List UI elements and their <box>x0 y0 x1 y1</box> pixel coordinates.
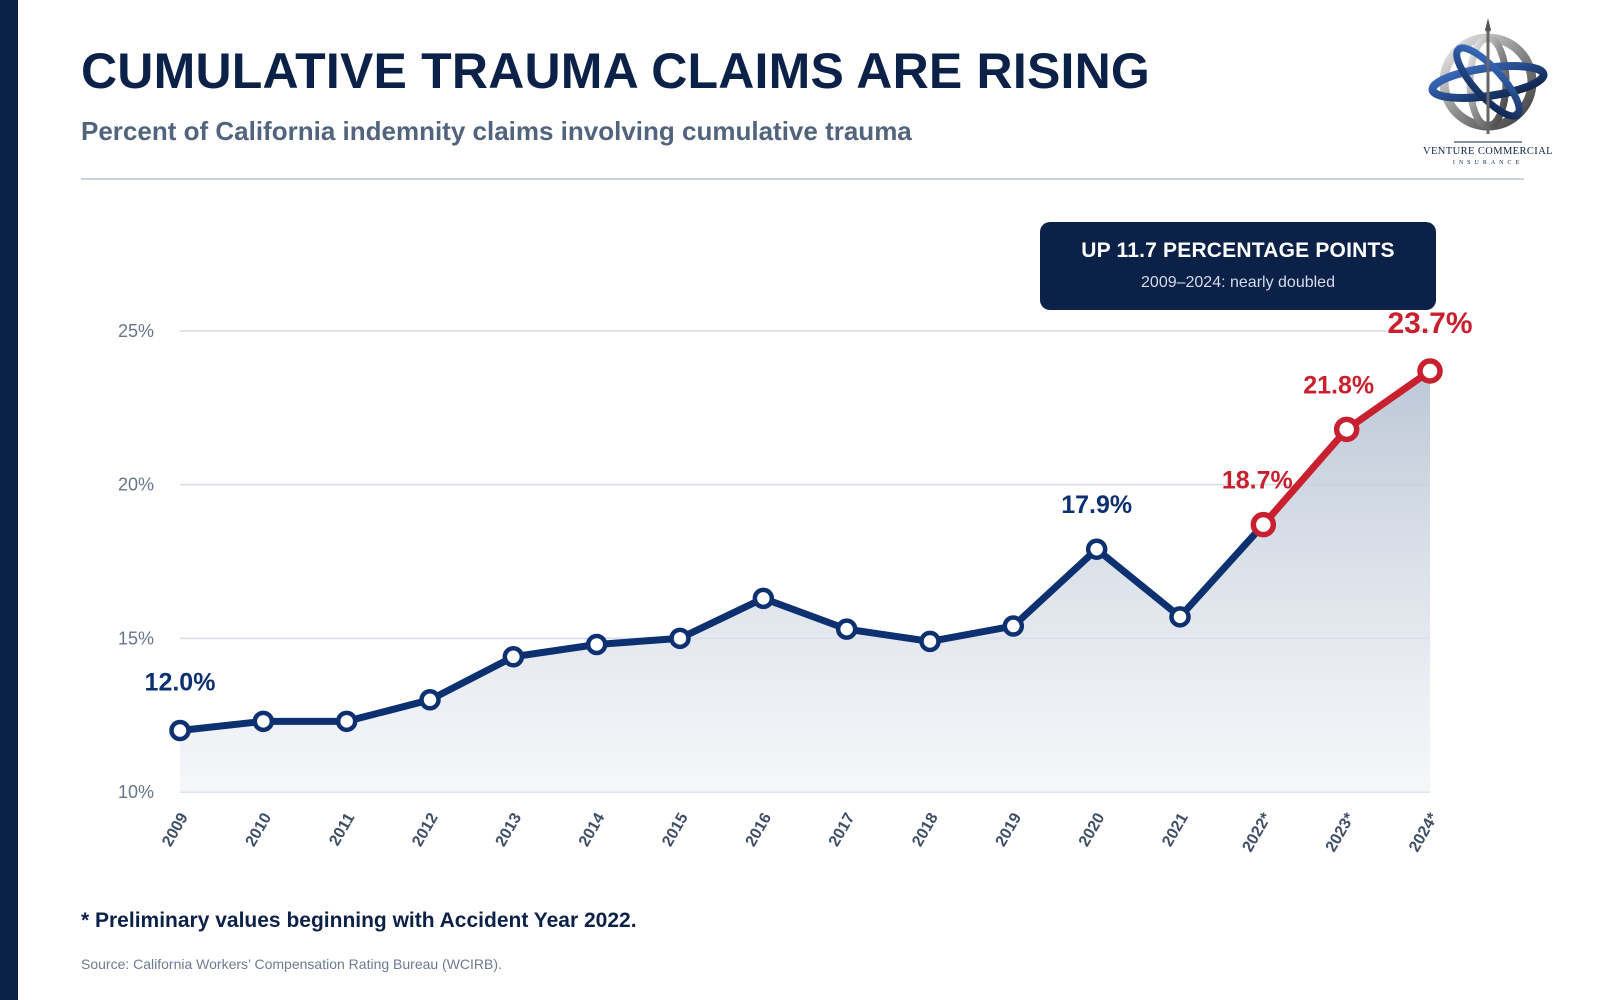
x-tick-label: 2024* <box>1406 810 1442 855</box>
data-point <box>585 633 608 656</box>
data-point <box>502 646 525 668</box>
x-tick-label: 2011 <box>326 810 358 849</box>
data-point <box>1333 416 1360 443</box>
left-accent-bar <box>0 0 18 1000</box>
header-divider <box>81 178 1524 180</box>
series-line-actual <box>176 521 1267 735</box>
data-point <box>419 689 441 711</box>
data-label: 18.7% <box>1222 467 1293 495</box>
x-tick-label: 2009 <box>159 810 192 849</box>
data-point <box>669 627 691 650</box>
page-title: CUMULATIVE TRAUMA CLAIMS ARE RISING <box>81 43 1150 99</box>
data-point <box>1002 615 1025 637</box>
x-tick-label: 2012 <box>409 810 442 849</box>
line-chart: 10% 15% 20% 25% 12.0% 17.9% 18.7% 21.8% 23.7% 2… <box>118 307 1473 855</box>
y-tick-label: 20% <box>118 475 154 495</box>
data-point <box>335 710 358 733</box>
x-tick-label: 2014 <box>576 810 609 849</box>
data-point <box>919 630 941 653</box>
x-tick-label: 2021 <box>1159 810 1192 849</box>
data-label: 12.0% <box>145 669 216 697</box>
x-tick-label: 2010 <box>243 810 276 849</box>
footnote: * Preliminary values beginning with Acci… <box>81 909 637 932</box>
data-point <box>835 618 858 640</box>
source-note: Source: California Workers’ Compensation… <box>81 956 502 972</box>
x-tick-label: 2018 <box>909 810 942 849</box>
x-tick-label: 2013 <box>493 810 526 849</box>
page-subtitle: Percent of California indemnity claims i… <box>81 116 912 146</box>
x-tick-label: 2015 <box>659 810 692 849</box>
logo-tagline: INSURANCE <box>1452 160 1524 166</box>
logo-name: VENTURE COMMERCIAL <box>1423 146 1553 157</box>
callout-subtitle: 2009–2024: nearly doubled <box>1141 274 1335 291</box>
x-tick-label: 2022* <box>1239 810 1275 855</box>
callout-box: UP 11.7 PERCENTAGE POINTS 2009–2024: nea… <box>1040 222 1436 310</box>
x-tick-label: 2016 <box>743 810 776 849</box>
x-tick-label: 2020 <box>1076 810 1109 849</box>
data-point <box>1085 538 1108 560</box>
area-fill <box>180 370 1430 792</box>
data-label: 21.8% <box>1303 371 1374 399</box>
data-label: 17.9% <box>1061 491 1132 519</box>
y-tick-label: 15% <box>118 628 154 648</box>
y-tick-label: 25% <box>118 321 154 341</box>
globe-icon <box>1428 18 1548 143</box>
data-point <box>752 587 775 610</box>
data-label: 23.7% <box>1387 307 1472 340</box>
y-tick-label: 10% <box>118 782 154 802</box>
data-point <box>1250 511 1277 538</box>
x-tick-label: 2017 <box>826 810 859 849</box>
callout-title: UP 11.7 PERCENTAGE POINTS <box>1081 239 1395 262</box>
data-point <box>1169 606 1191 628</box>
x-tick-label: 2023* <box>1323 810 1359 855</box>
data-point <box>169 719 191 742</box>
x-tick-label: 2019 <box>993 810 1026 849</box>
data-point <box>252 710 275 733</box>
data-point <box>1417 358 1443 384</box>
